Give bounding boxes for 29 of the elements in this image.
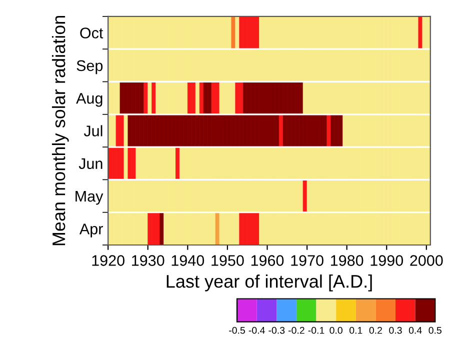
color-bar-label: -0.3 <box>268 326 285 334</box>
y-axis-title: Mean monthly solar radiation <box>52 16 69 246</box>
color-bar-label: 0.0 <box>330 326 342 334</box>
color-bar-label: 0.1 <box>350 326 362 334</box>
y-tick-label: Sep <box>76 60 103 74</box>
x-tick-label: 2000 <box>410 255 443 266</box>
y-tick-label: May <box>76 191 104 205</box>
y-tick-label: Jul <box>84 125 102 136</box>
color-bar-label: 0.4 <box>408 326 422 334</box>
color-bar-label: 0.3 <box>389 326 402 334</box>
y-tick-label: Aug <box>76 93 102 107</box>
y-tick-label: Apr <box>79 224 103 238</box>
x-tick-label: 1990 <box>370 255 404 266</box>
y-tick-label: Oct <box>80 28 104 38</box>
color-bar-label: -0.2 <box>288 326 304 334</box>
x-tick-label: 1940 <box>172 255 204 266</box>
x-tick-label: 1920 <box>92 255 124 266</box>
x-tick-label: 1930 <box>132 255 164 266</box>
x-axis-title: Last year of interval [A.D.] <box>166 274 372 292</box>
color-bar-label: 0.2 <box>369 326 382 334</box>
y-tick-label: Jun <box>78 158 102 170</box>
x-tick-label: 1980 <box>331 255 364 266</box>
color-bar-label: -0.5 <box>229 326 245 334</box>
x-tick-label: 1970 <box>291 255 324 266</box>
color-bar-label: -0.1 <box>308 326 324 334</box>
color-bar-label: 0.5 <box>428 326 442 334</box>
x-tick-label: 1950 <box>212 255 244 266</box>
color-bar-label: -0.4 <box>248 326 265 334</box>
x-tick-label: 1960 <box>251 255 284 266</box>
